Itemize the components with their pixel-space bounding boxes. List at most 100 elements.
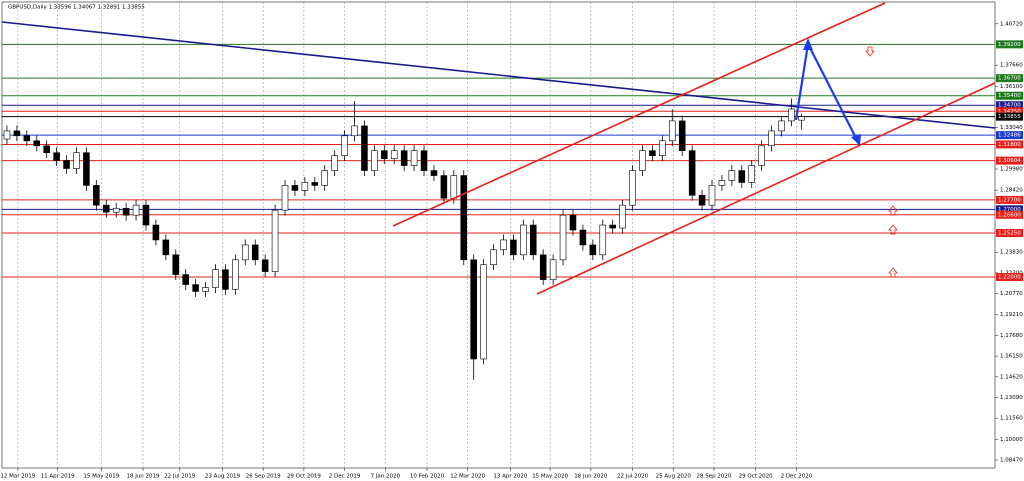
x-tick-label: 28 Sep 2020 <box>697 474 732 480</box>
candle-body <box>261 259 269 272</box>
level-tag <box>996 112 1023 121</box>
level-label: 1.25250 <box>998 231 1021 237</box>
candle-body <box>13 130 21 137</box>
level-tag <box>996 140 1023 149</box>
candle-body <box>33 140 41 147</box>
x-tick-label: 22 Jul 2019 <box>164 474 196 480</box>
x-tick-label: 10 Feb 2020 <box>410 474 445 480</box>
y-tick-label: 1.17680 <box>1000 333 1023 339</box>
x-tick-label: 12 Mar 2019 <box>0 474 35 480</box>
candle-body <box>629 170 636 206</box>
level-tag <box>996 273 1023 282</box>
plot-frame <box>1 1 996 469</box>
level-tag <box>996 229 1023 238</box>
candle-body <box>649 150 656 156</box>
grid <box>17 2 797 468</box>
level-label: 1.35400 <box>998 93 1021 99</box>
level-tag <box>996 210 1023 219</box>
candle-body <box>202 287 209 292</box>
y-tick-label: 1.29980 <box>1000 167 1023 173</box>
y-tick-label: 1.10000 <box>1000 437 1023 443</box>
candle-body <box>361 125 368 171</box>
candle-body <box>748 165 755 183</box>
trend-line <box>1 21 996 129</box>
y-tick-label: 1.16150 <box>1000 354 1023 360</box>
candle-body <box>3 130 11 140</box>
candle-body <box>132 204 140 216</box>
candles <box>3 98 805 380</box>
candle-body <box>599 224 607 256</box>
candle-body <box>242 244 249 261</box>
candle-body <box>688 150 696 196</box>
candle-body <box>708 185 716 206</box>
candle-body <box>619 204 626 229</box>
candle-body <box>738 170 746 183</box>
candle-body <box>182 274 189 285</box>
candle-body <box>192 284 199 292</box>
candle-body <box>470 259 477 360</box>
level-tag <box>996 91 1023 100</box>
candle-body <box>251 244 259 261</box>
buy-arrow <box>888 205 898 216</box>
candle-body <box>659 140 666 156</box>
candle-body <box>768 130 775 147</box>
x-tick-label: 2 Dec 2020 <box>781 474 813 480</box>
x-tick-label: 15 May 2019 <box>83 474 119 480</box>
level-tag <box>996 101 1023 110</box>
candle-body <box>678 120 686 151</box>
candle-body <box>83 152 90 186</box>
y-tick-label: 1.37660 <box>1000 63 1023 69</box>
candle-body <box>579 229 587 246</box>
level-label: 1.27000 <box>998 207 1021 213</box>
candle-body <box>440 175 448 199</box>
candle-body <box>718 180 726 186</box>
arrow-head <box>851 134 861 146</box>
candle-body <box>351 125 358 137</box>
candle-body <box>73 152 80 169</box>
y-tick-label: 1.20770 <box>1000 291 1023 297</box>
y-tick-label: 1.14620 <box>1000 374 1023 380</box>
candle-body <box>301 182 309 191</box>
level-tag <box>996 107 1023 116</box>
level-tag <box>996 195 1023 204</box>
x-tick-label: 26 Sep 2019 <box>246 474 281 480</box>
x-tick-label: 13 Apr 2020 <box>493 474 528 480</box>
candle-body <box>291 185 299 191</box>
y-tick-label: 1.28420 <box>1000 188 1023 194</box>
candle-body <box>500 239 507 251</box>
candle-body <box>480 264 487 360</box>
level-label: 1.34250 <box>998 109 1021 115</box>
candle-body <box>758 145 765 166</box>
y-tick-label: 1.13090 <box>1000 395 1023 401</box>
axes: 12 Mar 2019 11 Apr 2019 15 May 2019 18 Jun … <box>0 21 1023 479</box>
y-tick-label: 1.11560 <box>1000 416 1023 422</box>
x-tick-label: 12 Mar 2020 <box>450 474 485 480</box>
x-tick-label: 15 May 2020 <box>532 474 568 480</box>
candle-body <box>232 259 239 290</box>
level-tag <box>996 131 1023 140</box>
x-tick-label: 23 Aug 2019 <box>205 474 241 480</box>
candle-body <box>172 254 180 275</box>
candle-body <box>698 194 706 206</box>
candle-body <box>212 269 219 288</box>
x-tick-label: 22 Jul 2020 <box>617 474 649 480</box>
channel-lower <box>536 82 996 295</box>
candle-body <box>53 152 60 161</box>
candle-body <box>63 160 70 169</box>
candle-body <box>798 116 805 121</box>
chart-title: GBPUSD,Daily 1.33596 1.34067 1.32891 1.3… <box>8 5 145 11</box>
x-tick-label: 29 Oct 2020 <box>739 474 774 480</box>
sell-arrow <box>865 46 875 57</box>
y-tick-label: 1.19210 <box>1000 312 1023 318</box>
y-tick-label: 1.36100 <box>1000 84 1023 90</box>
candle-body <box>162 239 170 256</box>
candle-body <box>529 224 537 256</box>
candle-body <box>271 209 279 272</box>
candle-body <box>321 170 329 186</box>
arrow-head <box>803 38 813 50</box>
x-tick-label: 2 Dec 2019 <box>329 474 361 480</box>
level-tag <box>996 156 1023 165</box>
candle-body <box>142 204 150 226</box>
candle-body <box>778 120 785 132</box>
